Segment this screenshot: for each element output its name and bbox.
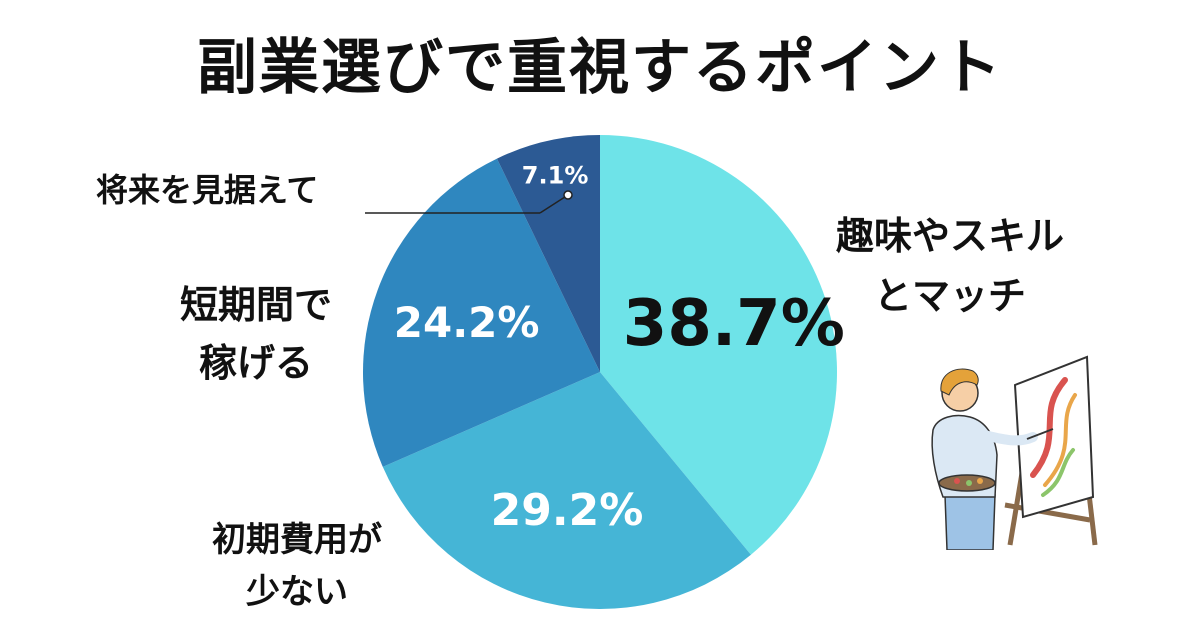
- slice-value-label: 24.2%: [394, 298, 540, 347]
- pie-slice: [363, 158, 600, 467]
- slice-label-line: 初期費用が: [212, 520, 382, 560]
- pie-slice: [382, 372, 751, 609]
- slice-label-line: 少ない: [246, 572, 348, 612]
- leader-dot: [563, 190, 573, 200]
- slice-label-line: 稼げる: [199, 341, 314, 385]
- slice-label-line: 趣味やスキル: [836, 214, 1065, 258]
- slice-label-hobby-skill-match: 趣味やスキル とマッチ: [836, 206, 1064, 326]
- slice-value-label: 38.7%: [623, 287, 845, 361]
- slice-label-line: とマッチ: [874, 274, 1027, 318]
- pie-slice: [600, 135, 837, 555]
- slice-value-label: 7.1%: [522, 162, 589, 190]
- slice-label-low-initial-cost: 初期費用が 少ない: [212, 514, 382, 618]
- slice-label-earn-quickly: 短期間で 稼げる: [180, 276, 332, 392]
- slice-label-line: 短期間で: [180, 283, 333, 327]
- leader-line-diagonal: [539, 194, 569, 214]
- painter-at-easel-icon: [931, 355, 1098, 550]
- slice-label-future-oriented: 将来を見据えて: [96, 171, 319, 209]
- slice-value-label: 29.2%: [491, 485, 644, 536]
- pie-slice: [496, 135, 600, 372]
- chart-title: 副業選びで重視するポイント: [197, 33, 1003, 103]
